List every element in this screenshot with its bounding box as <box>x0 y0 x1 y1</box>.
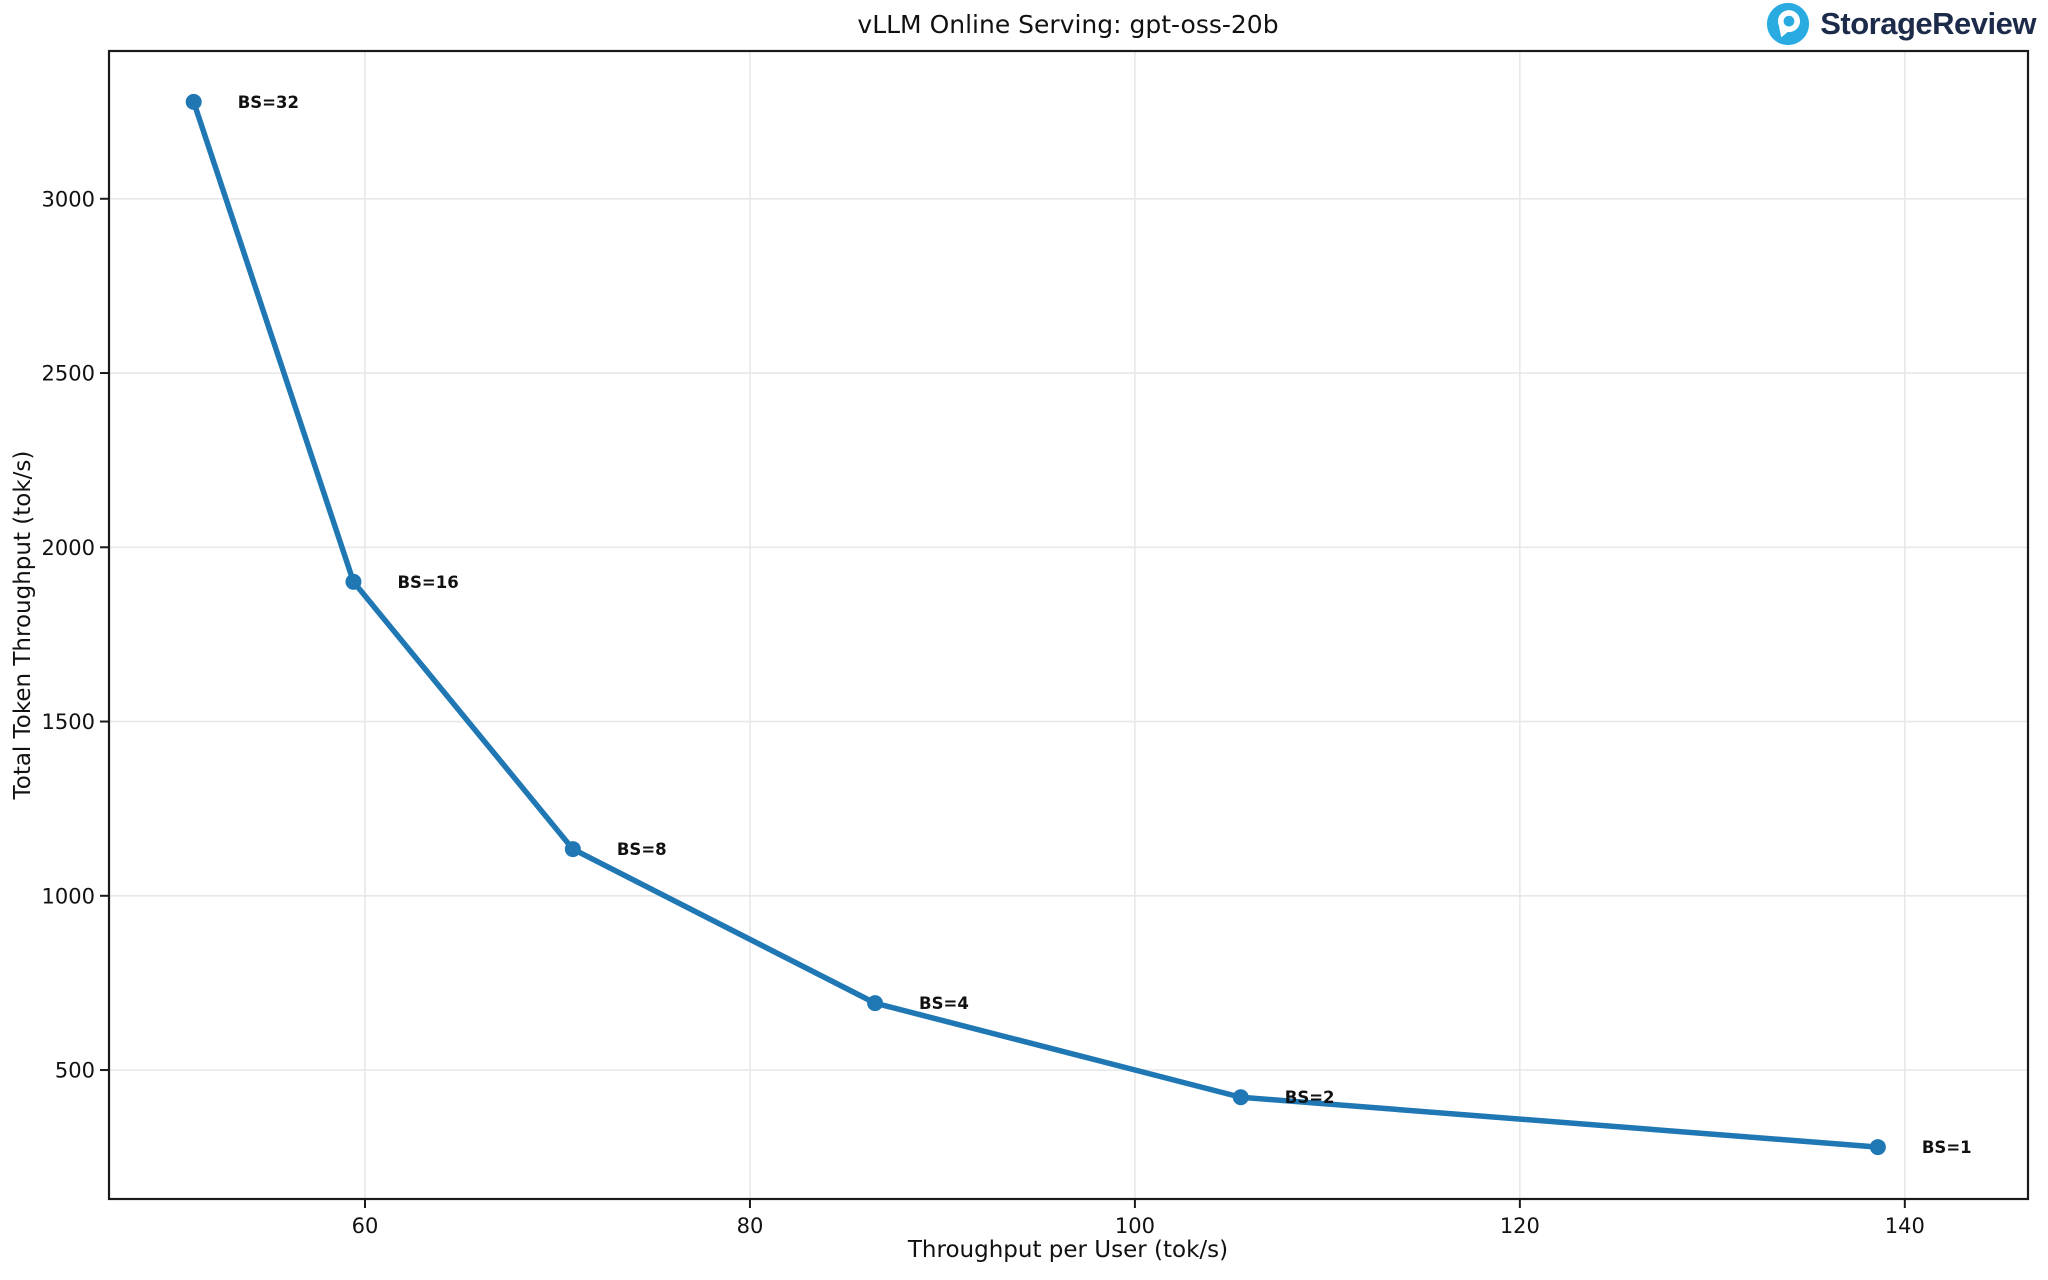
storagereview-wordmark: StorageReview <box>1820 6 2036 41</box>
data-point <box>1869 1139 1886 1156</box>
x-tick-label: 120 <box>1500 1214 1540 1238</box>
data-point <box>867 995 884 1012</box>
y-tick-label: 1000 <box>42 884 95 908</box>
plot-border <box>107 49 2030 1201</box>
data-point-label: BS=16 <box>397 573 458 592</box>
data-point-label: BS=32 <box>238 93 299 112</box>
series-line <box>190 99 1881 1150</box>
logo-pin-tail <box>1779 25 1792 38</box>
y-tick-label: 3000 <box>42 187 95 211</box>
logo-ring-hole <box>1783 15 1795 27</box>
axis-layer: 60 80 100 120 140 500 1000 1500 2000 2500 3000 <box>42 49 2030 1238</box>
data-point-label: BS=8 <box>617 840 667 859</box>
y-tick-label: 2500 <box>42 362 95 386</box>
chart-title: vLLM Online Serving: gpt-oss-20b <box>857 10 1278 39</box>
series-layer: BS=32 BS=16 BS=8 BS=4 BS=2 BS=1 <box>185 93 1972 1157</box>
data-point <box>185 93 202 110</box>
grid-layer <box>109 51 2028 1199</box>
data-point <box>564 841 581 858</box>
data-point <box>1232 1089 1249 1106</box>
y-tick-label: 2000 <box>42 536 95 560</box>
y-tick-label: 1500 <box>42 710 95 734</box>
x-tick-label: 100 <box>1115 1214 1155 1238</box>
data-point-label: BS=4 <box>919 994 969 1013</box>
x-tick-label: 140 <box>1885 1214 1925 1238</box>
data-point-label: BS=1 <box>1922 1138 1972 1157</box>
y-tick-label: 500 <box>55 1059 95 1083</box>
data-point-label: BS=2 <box>1285 1088 1335 1107</box>
x-tick-label: 80 <box>737 1214 764 1238</box>
x-tick-label: 60 <box>352 1214 379 1238</box>
storagereview-icon <box>1767 2 1810 46</box>
data-point <box>345 573 362 590</box>
y-axis-label: Total Token Throughput (tok/s) <box>10 451 36 801</box>
storagereview-logo: StorageReview <box>1765 1 2036 47</box>
x-axis-label: Throughput per User (tok/s) <box>907 1237 1228 1263</box>
